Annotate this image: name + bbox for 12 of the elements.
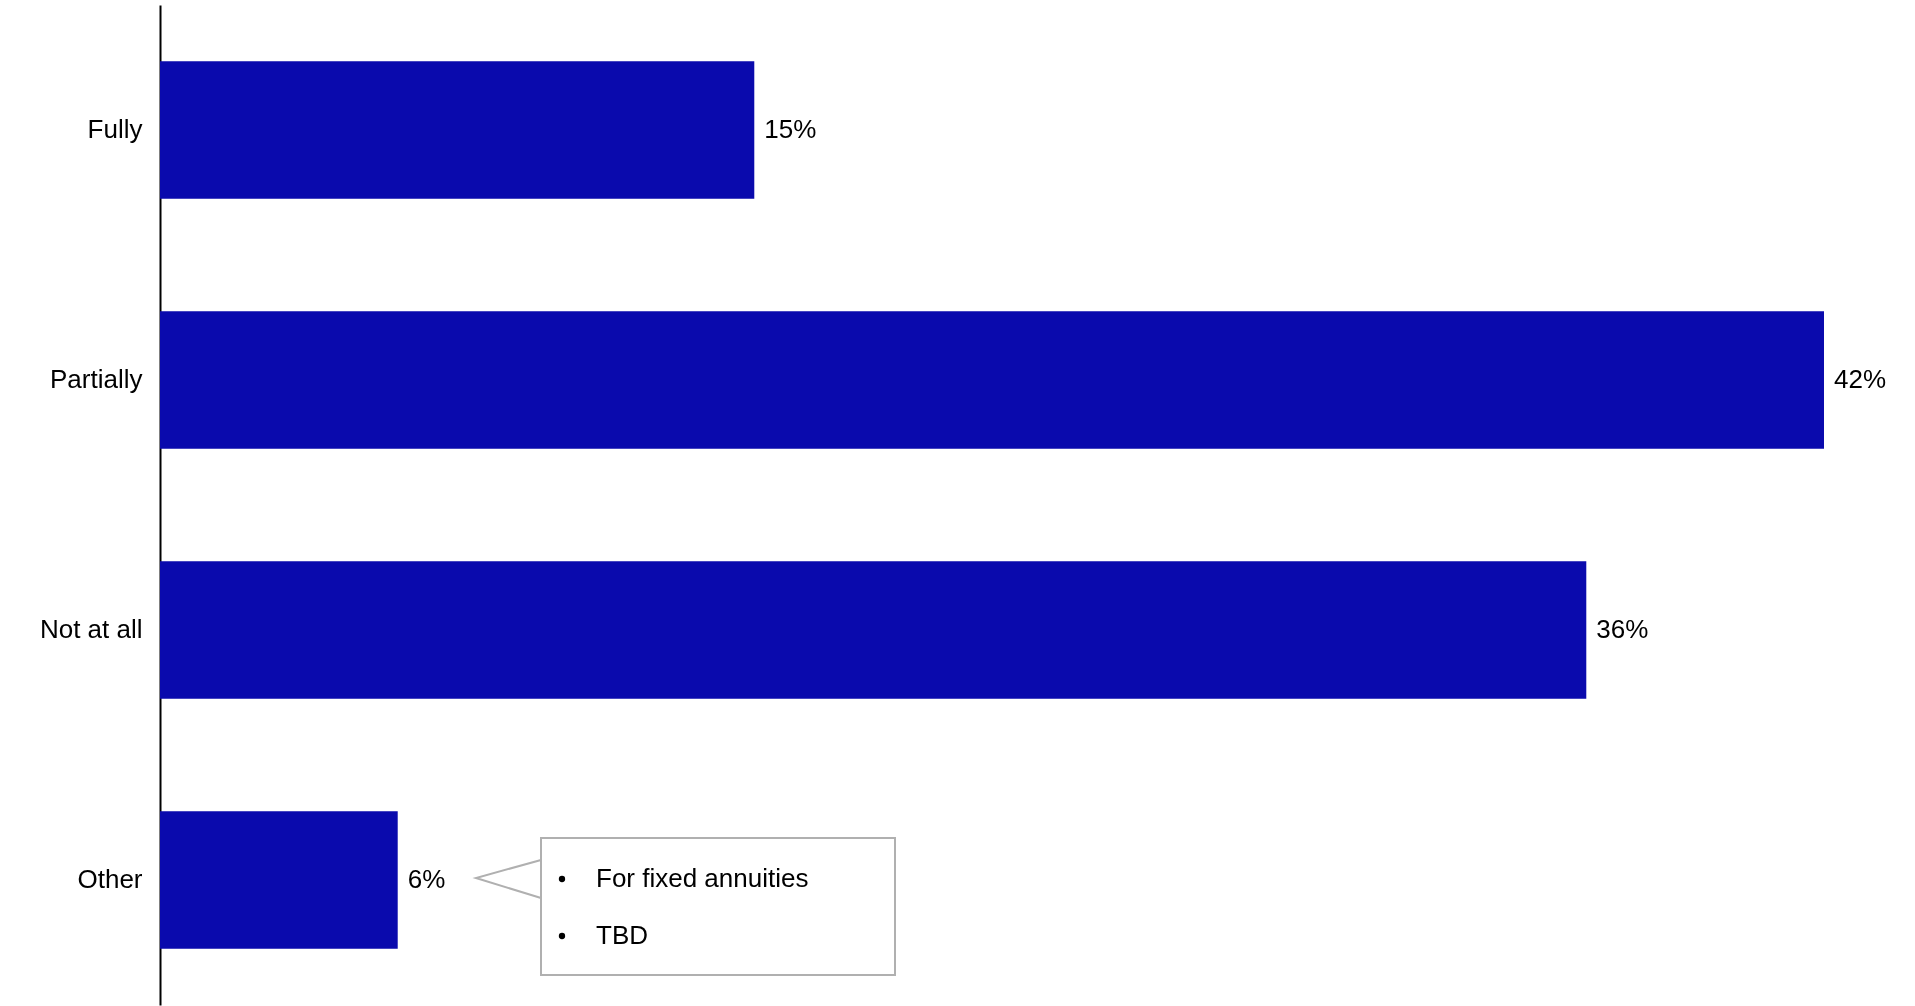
y-tick-label: Partially xyxy=(50,364,143,394)
bar xyxy=(160,561,1587,699)
data-label: 15% xyxy=(764,114,817,144)
bar xyxy=(160,61,755,199)
data-label: 42% xyxy=(1834,364,1887,394)
y-tick-label: Not at all xyxy=(39,614,143,644)
y-tick-label: Other xyxy=(77,864,143,894)
data-label: 6% xyxy=(407,864,446,894)
data-label: 36% xyxy=(1596,614,1649,644)
bar xyxy=(160,311,1824,449)
bar xyxy=(160,811,398,949)
y-tick-label: Fully xyxy=(87,114,143,144)
